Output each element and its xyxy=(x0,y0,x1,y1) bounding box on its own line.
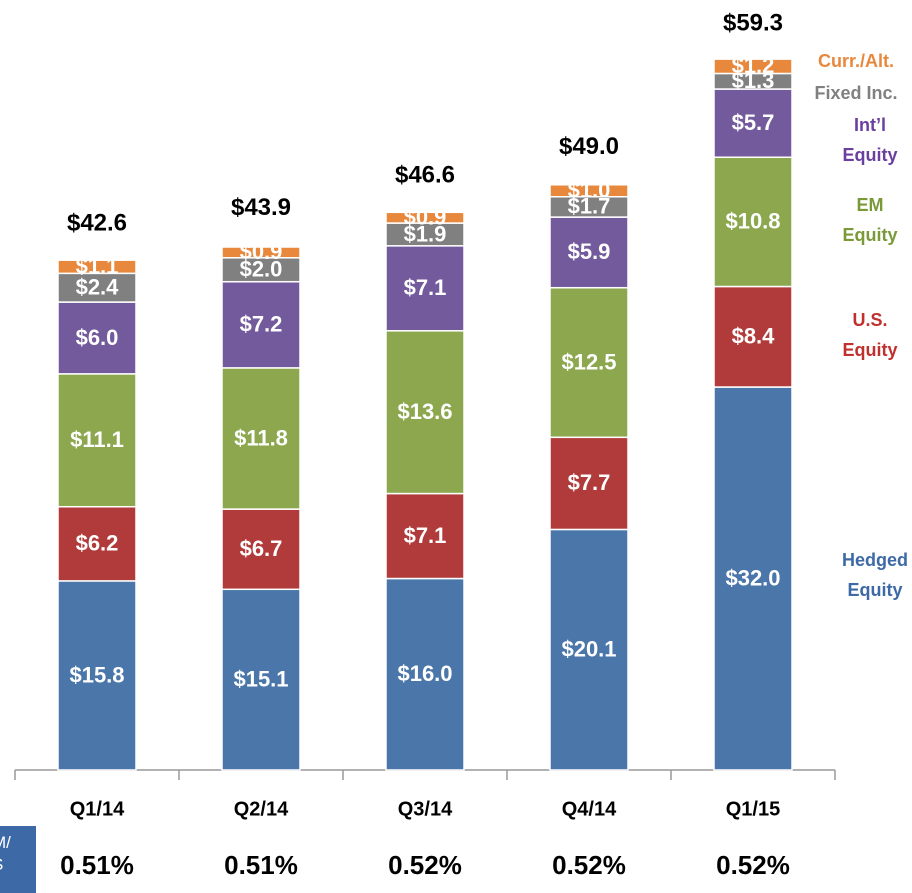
bar-segment xyxy=(549,528,629,771)
bar-segment xyxy=(385,330,465,495)
value-label: $0.9 xyxy=(240,239,283,264)
bar-segment xyxy=(549,184,629,198)
bar-segment xyxy=(57,580,137,771)
value-label: $10.8 xyxy=(725,209,780,234)
bar-segment xyxy=(713,386,793,771)
bar-segment xyxy=(385,577,465,771)
bar-segment xyxy=(57,373,137,508)
value-label: $15.1 xyxy=(233,666,288,691)
bar-segment xyxy=(57,505,137,582)
fee-box: M/ S xyxy=(0,826,36,893)
value-label: $7.2 xyxy=(240,312,283,337)
fee-label: 0.52% xyxy=(388,850,462,880)
x-tick-label: Q1/15 xyxy=(726,798,780,820)
value-label: $32.0 xyxy=(725,565,780,590)
fee-box-label: M/ S xyxy=(0,833,11,874)
value-label: $1.1 xyxy=(76,254,119,279)
value-label: $6.7 xyxy=(240,536,283,561)
value-label: $20.1 xyxy=(561,637,616,662)
legend-entry: Fixed Inc. xyxy=(814,83,898,103)
value-label: $1.0 xyxy=(568,178,611,203)
fee-label: 0.51% xyxy=(224,850,298,880)
legend-entry: U.S. Equity xyxy=(842,310,898,360)
x-tick-label: Q2/14 xyxy=(234,798,289,820)
bar-segment xyxy=(385,492,465,580)
value-label: $7.1 xyxy=(404,523,447,548)
bar-segment xyxy=(549,286,629,439)
bar-segment xyxy=(221,246,301,259)
legend-entry: Curr./Alt. xyxy=(817,51,894,71)
bar-segment xyxy=(221,508,301,591)
legend-entry: Int’l Equity xyxy=(842,115,898,165)
bar-segment xyxy=(713,156,793,288)
value-label: $1.2 xyxy=(732,53,775,78)
value-label: $13.6 xyxy=(397,399,452,424)
value-label: $6.0 xyxy=(76,325,119,350)
bar-segment xyxy=(713,285,793,388)
x-tick-label: Q1/14 xyxy=(70,798,125,820)
bar-segment xyxy=(385,211,465,224)
value-label: $1.9 xyxy=(404,221,447,246)
total-label: $59.3 xyxy=(723,10,783,37)
legend-entry: Hedged Equity xyxy=(841,550,908,600)
value-label: $5.9 xyxy=(568,239,611,264)
bar-segment xyxy=(221,588,301,771)
value-label: $11.1 xyxy=(70,427,124,452)
fee-label: 0.52% xyxy=(552,850,626,880)
value-label: $16.0 xyxy=(397,661,452,686)
bar-segment xyxy=(713,58,793,75)
value-label: $7.7 xyxy=(568,470,611,495)
total-label: $46.6 xyxy=(395,162,455,189)
bar-segment xyxy=(221,367,301,510)
bar-segment xyxy=(385,245,465,332)
value-label: $12.5 xyxy=(561,349,616,374)
value-label: $11.8 xyxy=(234,425,288,450)
x-tick-label: Q3/14 xyxy=(398,798,453,820)
value-label: $1.7 xyxy=(568,194,611,219)
bar-segment xyxy=(549,436,629,531)
x-tick-label: Q4/14 xyxy=(562,798,617,820)
value-label: $8.4 xyxy=(732,324,776,349)
bar-segment xyxy=(57,301,137,375)
bar-segment xyxy=(221,280,301,369)
fee-label: 0.51% xyxy=(60,850,134,880)
value-label: $6.2 xyxy=(76,531,119,556)
value-label: $15.8 xyxy=(69,662,124,687)
bar-segment xyxy=(713,88,793,159)
total-label: $49.0 xyxy=(559,133,619,160)
value-label: $2.4 xyxy=(76,275,120,300)
bar-segment xyxy=(57,259,137,275)
total-label: $42.6 xyxy=(67,210,127,237)
legend-entry: EM Equity xyxy=(842,195,898,245)
value-label: $7.1 xyxy=(404,275,447,300)
value-label: $5.7 xyxy=(732,110,775,135)
total-label: $43.9 xyxy=(231,194,291,221)
fee-label: 0.52% xyxy=(716,850,790,880)
value-label: $0.9 xyxy=(404,205,447,230)
value-label: $2.0 xyxy=(240,257,283,282)
bar-segment xyxy=(57,272,137,303)
